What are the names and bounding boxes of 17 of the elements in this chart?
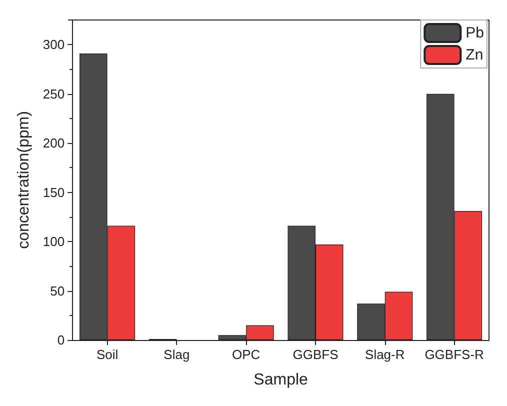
y-tick-label: 100 — [42, 234, 65, 250]
y-axis-title: concentration(ppm) — [16, 111, 32, 249]
x-tick-label: GGBFS — [292, 347, 339, 362]
y-tick-label: 0 — [57, 332, 65, 348]
x-axis-title: Sample — [254, 372, 308, 388]
legend-label: Pb — [466, 24, 484, 42]
y-tick-label: 300 — [42, 37, 65, 52]
y-tick-label: 50 — [50, 283, 65, 298]
y-tick-label: 250 — [42, 86, 65, 102]
x-tick-label: Soil — [96, 347, 118, 362]
x-tick-label: OPC — [232, 347, 260, 362]
legend-label: Zn — [466, 46, 484, 64]
y-tick-label: 150 — [42, 184, 65, 200]
x-tick-label: Slag-R — [365, 347, 405, 362]
x-tick-label: Slag — [164, 347, 190, 362]
x-tick-label: GGBFS-R — [424, 347, 484, 362]
y-tick-label: 200 — [42, 136, 65, 151]
